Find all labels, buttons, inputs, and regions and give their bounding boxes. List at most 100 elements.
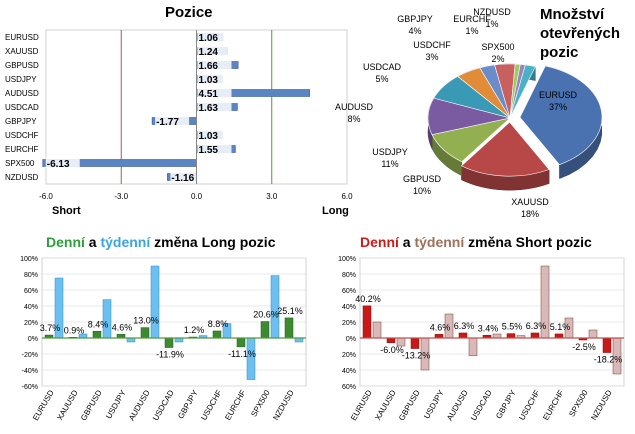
y-tick-label: 20% [342,352,356,359]
title-and: a [84,234,101,250]
y-tick-label: 60% [342,384,356,391]
daily-bar [530,332,540,339]
value-label: 1.24 [199,47,219,58]
category-label: XAUUSD [373,388,398,422]
y-tick-label: 100% [338,256,356,263]
category-label: NZDUSD [589,388,614,422]
pie-value-label: 5% [375,74,388,84]
value-label: 4.51 [199,89,219,100]
daily-bar [506,333,516,339]
y-tick-label: 60% [342,288,356,295]
x-tick-label: -3.0 [114,192,128,201]
y-tick-label: -40% [22,368,38,375]
weekly-bar [174,337,184,343]
weekly-bar [372,321,382,339]
pie-title-line-3: pozic [540,44,579,61]
daily-bar [164,337,174,348]
y-tick-label: 80% [342,272,356,279]
pie-category-label: GBPJPY [397,14,433,24]
pie-value-label: 8% [347,114,360,124]
value-label: 0.9% [64,325,85,335]
value-label-bg [155,115,190,126]
category-label: EURUSD [349,388,374,422]
pie-value-label: 37% [549,102,567,112]
category-label: USDCHF [517,388,542,421]
value-label: -6.13 [47,159,70,170]
value-label-bg [197,87,232,98]
x-tick-label: 3.0 [266,192,278,201]
value-label: -6.0% [380,345,404,355]
daily-bar [602,337,612,353]
short-changes-title: Denní a týdenní změna Short pozic [360,234,592,250]
long-changes-chart: Denní a týdenní změna Long pozic -60% -40… [0,228,318,434]
value-label: 1.55 [199,145,219,156]
value-label-bg [197,45,232,56]
category-label: USDCHF [5,131,38,140]
y-tick-label: 80% [24,272,38,279]
category-label: EURCHF [223,388,248,421]
value-label: 1.06 [199,33,219,44]
weekly-bar [468,337,478,356]
value-label: -11.9% [156,350,184,360]
long-changes-plot: -60% -40% -20% 0% 20% 40% 60% 80% 100% 3.7% EURUSD… [20,256,307,422]
pie-value-label: 3% [425,52,438,62]
category-label: GBPJPY [5,117,37,126]
pie-value-label: 1% [465,26,478,36]
category-label: SPX500 [5,159,35,168]
value-label: 3.7% [40,323,61,333]
category-label: NZDUSD [5,173,39,182]
value-label: -2.5% [572,342,596,352]
value-label: 4.6% [430,322,451,332]
x-tick-label: 0.0 [191,192,203,201]
daily-bar [386,337,396,344]
pozice-title: Pozice [165,4,213,21]
pie-slice [460,121,550,177]
category-label: GBPUSD [79,388,104,422]
value-label: 1.03 [199,131,219,142]
title-daily: Denní [360,234,399,250]
category-label: EURUSD [31,388,56,422]
pie-title: Množství otevřených pozic [540,5,620,62]
daily-bar [554,333,564,339]
value-label: -13.2% [402,351,431,361]
daily-bar [140,327,150,339]
pie-category-label: USDJPY [372,147,408,157]
pozice-chart: Pozice -6.0 -3.0 0.0 3.0 6.0 Short Long EURUSD 1… [0,0,360,225]
category-label: USDCAD [469,388,494,422]
category-label: EURCHF [541,388,566,421]
daily-bar [362,305,372,339]
pie-category-label: USDCHF [413,40,451,50]
title-weekly: týdenní [100,234,151,250]
category-label: GBPUSD [397,388,422,422]
y-tick-label: -20% [22,352,38,359]
value-label: 8.4% [88,319,109,329]
value-label: -1.16 [171,173,194,184]
category-label: SPX500 [567,388,590,418]
title-and: a [398,234,415,250]
category-label: XAUUSD [5,47,39,56]
pie-category-label: NZDUSD [473,7,511,17]
pie-value-label: 18% [521,209,539,219]
pie-chart: Množství otevřených pozic EURUSD 37% XAUUS… [335,0,635,225]
value-label-bg [197,129,232,140]
category-label: SPX500 [249,388,272,418]
category-label: AUDUSD [127,388,152,422]
y-tick-label: -60% [22,384,38,391]
pie-value-label: 4% [408,26,421,36]
short-label: Short [52,205,81,217]
pie-value-label: 10% [413,186,431,196]
value-label-bg [197,101,232,112]
value-label: 1.66 [199,61,219,72]
y-tick-label: 0% [346,336,356,343]
daily-bar [260,321,270,339]
daily-bar [212,330,222,339]
value-label: 1.03 [199,75,219,86]
category-label: AUDUSD [5,89,39,98]
category-label: GBPJPY [176,388,200,420]
pie-slice [519,65,603,166]
category-label: USDCAD [151,388,176,422]
value-label: 3.4% [478,323,499,333]
pie-category-label: SPX500 [481,42,514,52]
value-label: 5.5% [502,322,523,332]
pie-slice [509,64,536,119]
